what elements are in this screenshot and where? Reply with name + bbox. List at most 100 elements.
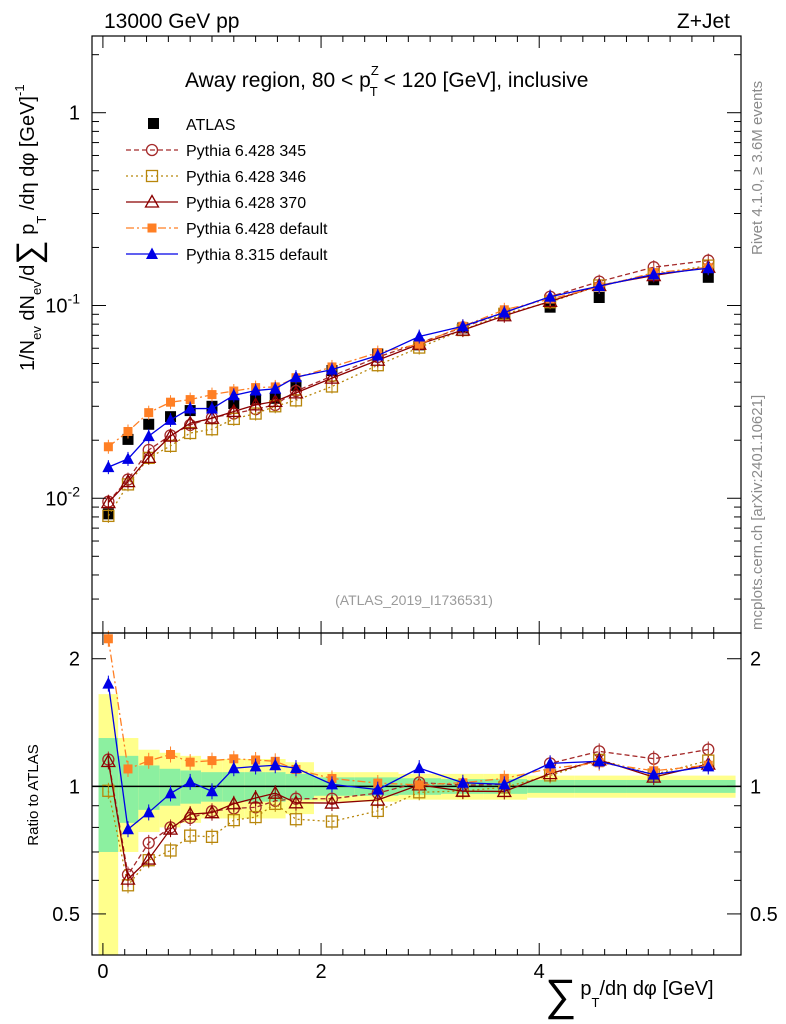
series-point bbox=[162, 428, 179, 442]
series-point bbox=[247, 397, 264, 411]
series-point bbox=[142, 429, 155, 442]
series-point bbox=[593, 279, 606, 292]
legend-label: Pythia 6.428 345 bbox=[186, 143, 306, 160]
series-4 bbox=[102, 261, 715, 838]
legend-entry: Pythia 6.428 345 bbox=[126, 143, 306, 160]
ratio-point bbox=[184, 829, 197, 842]
legend-entry: Pythia 6.428 346 bbox=[126, 169, 306, 186]
series-point bbox=[102, 460, 115, 473]
y-tick-label: 10-2 bbox=[45, 483, 80, 510]
ratio-tick-label-left: 0.5 bbox=[52, 904, 80, 926]
ratio-point bbox=[288, 795, 304, 809]
ratio-point bbox=[207, 756, 217, 766]
ratio-point bbox=[227, 761, 240, 774]
legend-marker bbox=[148, 118, 159, 129]
ratio-point bbox=[144, 756, 154, 766]
series-point bbox=[226, 403, 242, 418]
header-right: Z+Jet bbox=[677, 10, 730, 33]
series-point bbox=[121, 452, 134, 464]
series-point bbox=[164, 413, 177, 425]
ratio-point bbox=[164, 844, 177, 857]
ratio-point bbox=[121, 822, 134, 835]
series-point bbox=[141, 449, 157, 464]
ratio-point bbox=[182, 806, 198, 820]
series-point bbox=[227, 388, 240, 401]
series-point bbox=[324, 370, 340, 384]
ratio-point bbox=[289, 761, 302, 774]
ratio-axis-label: Ratio to ATLAS bbox=[25, 744, 42, 845]
series-point bbox=[498, 305, 511, 318]
ratio-point bbox=[226, 795, 242, 810]
axis-ticks: 0 2 4 10-2 10-1 1 0.5 0.5 1 1 2 2 bbox=[45, 36, 778, 983]
ratio-point bbox=[102, 677, 115, 689]
mcplots-label: mcplots.cern.ch [arXiv:2401.10621] bbox=[749, 395, 766, 630]
legend-marker bbox=[144, 194, 160, 208]
y-tick-label: 10-1 bbox=[45, 290, 80, 317]
ratio-point bbox=[544, 756, 557, 769]
legend-marker bbox=[145, 143, 159, 157]
series-3 bbox=[103, 260, 713, 793]
ratio-point bbox=[103, 634, 113, 644]
ratio-point bbox=[227, 813, 240, 827]
ratio-point bbox=[166, 750, 176, 760]
ratio-tick-label-left: 1 bbox=[69, 776, 80, 798]
ratio-point bbox=[325, 815, 339, 828]
ratio-tick-label-right: 0.5 bbox=[750, 904, 778, 926]
ratio-point bbox=[324, 795, 340, 809]
series-line bbox=[108, 267, 709, 468]
series-line bbox=[107, 267, 709, 448]
ratio-point bbox=[204, 804, 220, 819]
ratio-point bbox=[205, 784, 218, 797]
series-point bbox=[249, 384, 262, 396]
series-point bbox=[544, 290, 557, 302]
legend-entry: Pythia 6.428 default bbox=[126, 221, 328, 238]
ratio-point bbox=[647, 768, 660, 780]
ratio-point bbox=[702, 759, 715, 772]
legend-entry-atlas: ATLAS bbox=[148, 117, 236, 134]
ratio-band-inner bbox=[138, 765, 160, 810]
series-point bbox=[647, 267, 660, 280]
ratio-point bbox=[229, 754, 239, 764]
series-point bbox=[102, 509, 115, 523]
series-point bbox=[123, 426, 133, 436]
ratio-point bbox=[162, 821, 179, 835]
series-point bbox=[289, 370, 302, 383]
legend-label: Pythia 6.428 346 bbox=[186, 169, 306, 186]
series-line bbox=[107, 266, 709, 503]
series-point bbox=[100, 494, 116, 509]
legend-label: Pythia 6.428 default bbox=[186, 221, 328, 238]
ratio-point bbox=[269, 758, 282, 771]
rivet-label: Rivet 4.1.0, ≥ 3.6M events bbox=[749, 81, 766, 255]
legend-entry: Pythia 6.428 370 bbox=[126, 194, 306, 212]
legend-label: Pythia 6.428 370 bbox=[186, 195, 306, 212]
atlas-point bbox=[228, 398, 240, 410]
series-point bbox=[182, 415, 198, 429]
series-point bbox=[371, 349, 384, 361]
ratio-frame bbox=[91, 632, 742, 956]
ratio-point bbox=[370, 792, 386, 806]
series-line bbox=[107, 259, 709, 503]
ratio-point bbox=[647, 752, 660, 765]
series-point bbox=[288, 385, 304, 399]
analysis-watermark: (ATLAS_2019_I1736531) bbox=[335, 592, 493, 608]
ratio-point bbox=[120, 871, 136, 885]
series-point bbox=[413, 330, 426, 342]
ratio-point bbox=[185, 757, 195, 767]
x-tick-label: 0 bbox=[97, 961, 108, 983]
ratio-point bbox=[249, 810, 262, 824]
ratio-point bbox=[267, 785, 283, 799]
series-point bbox=[207, 390, 217, 400]
legend-label: Pythia 8.315 default bbox=[186, 247, 328, 264]
y-tick-label: 1 bbox=[69, 103, 80, 125]
ratio-point bbox=[249, 759, 262, 772]
series-point bbox=[267, 393, 283, 408]
series-point bbox=[204, 410, 220, 424]
series-point bbox=[702, 261, 715, 274]
ratio-point bbox=[142, 836, 155, 850]
series-layer bbox=[100, 253, 716, 894]
ratio-point bbox=[371, 783, 384, 795]
ratio-band-layer bbox=[92, 694, 741, 955]
series-point bbox=[166, 397, 176, 407]
legend-marker bbox=[145, 169, 159, 183]
